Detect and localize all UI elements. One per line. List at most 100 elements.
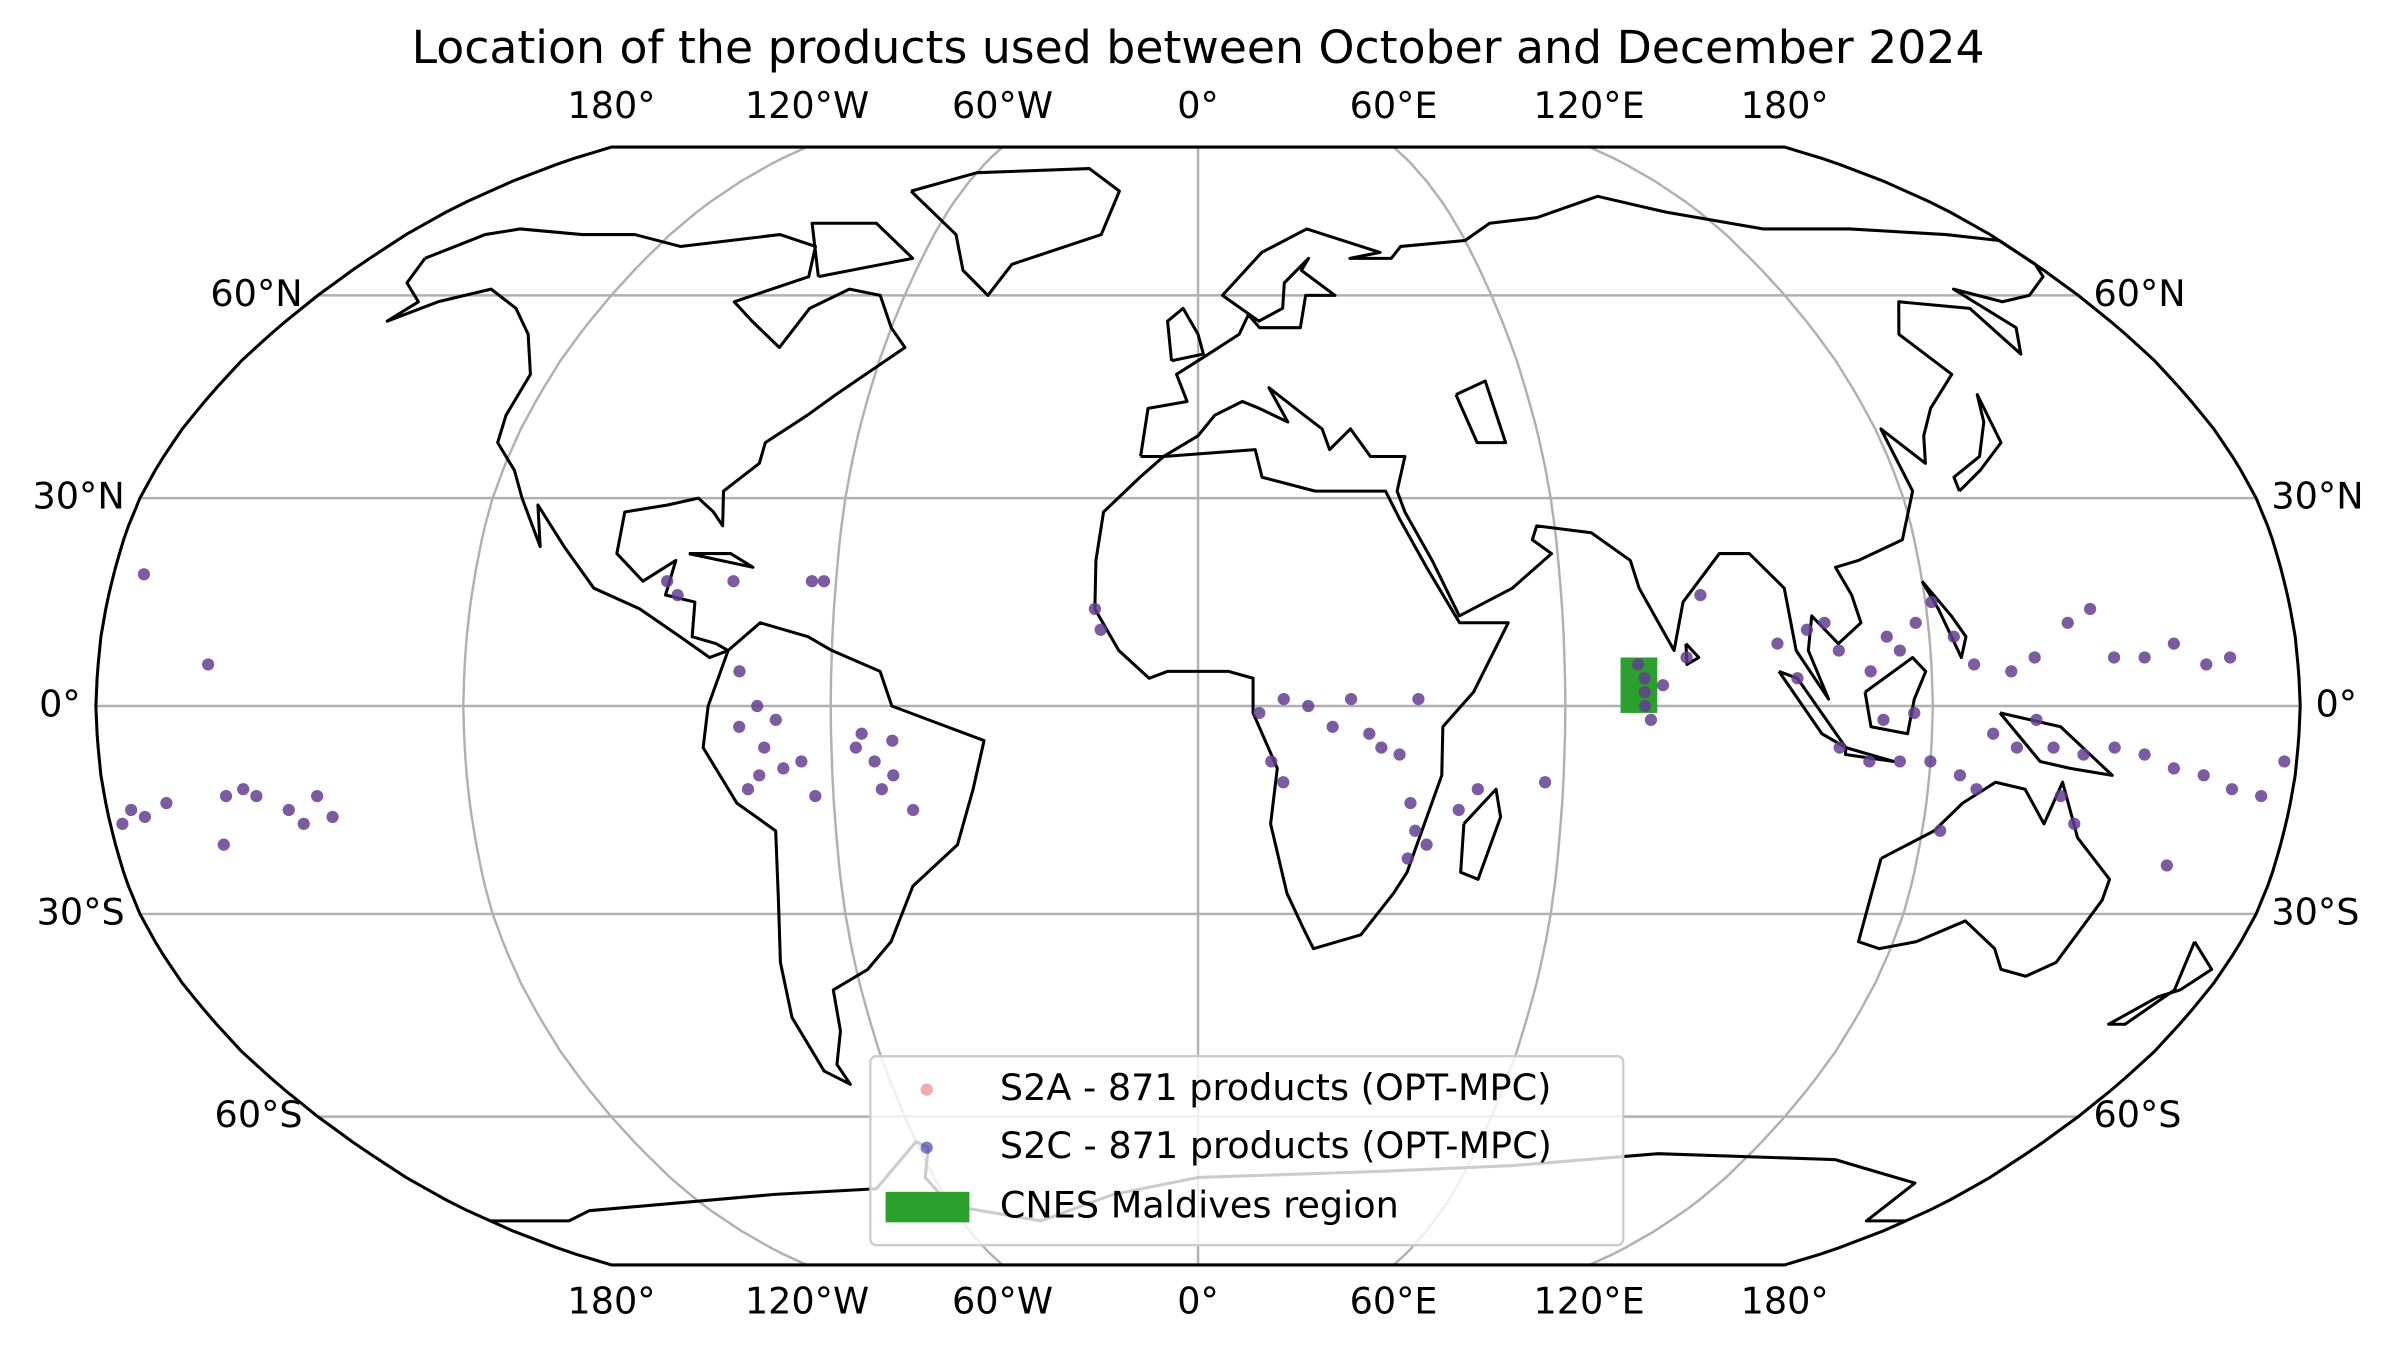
product-point [741,783,755,796]
product-point [2223,651,2237,664]
product-point [2047,741,2060,754]
product-point [2278,755,2291,768]
y-tick-label: 60°S [215,1093,303,1136]
grid-line [461,145,808,1267]
y-tick-label: 30°N [33,475,125,518]
product-point [2108,741,2121,754]
product-point [237,783,250,796]
x-tick-label: 120°E [1533,84,1644,127]
product-point [2225,783,2239,796]
product-point [751,699,764,713]
product-point [1893,644,1906,657]
coastline [2107,940,2214,1026]
product-point [907,803,920,817]
product-point [326,810,339,824]
legend-label: S2C - 871 products (OPT-MPC) [1000,1124,1552,1167]
product-point [671,589,684,602]
legend-label: S2A - 871 products (OPT-MPC) [1000,1066,1552,1109]
product-point [855,727,868,740]
tick-labels: 180° 180° 120°W 120°W 60°W 60°W 0° 0° 60°E 60°E 12… [33,84,2364,1323]
product-point [2061,616,2074,629]
chart-title: Location of the products used between Oc… [412,21,1985,74]
product-point [2167,637,2180,650]
product-point [311,790,324,803]
product-point [137,568,151,581]
product-point [2028,651,2041,664]
product-point [777,762,790,775]
x-tick-label: 180° [1741,1280,1829,1323]
product-point [805,575,819,588]
product-point [1404,796,1417,810]
x-tick-label: 60°E [1350,1280,1438,1323]
product-point [733,665,746,678]
map-outline [94,145,2302,1267]
x-tick-label: 0° [1177,84,1219,127]
product-point [1909,616,1922,629]
product-point [661,575,674,588]
x-tick-label: 0° [1177,1280,1219,1323]
product-point [2160,859,2173,872]
product-point [733,720,746,733]
product-point [1363,727,1376,740]
legend: S2A - 871 products (OPT-MPC) S2C - 871 pr… [869,1055,1625,1247]
product-point [1656,679,1670,692]
product-point [1638,699,1652,713]
x-tick-label: 60°W [952,84,1053,127]
y-tick-label: 60°N [2093,272,2185,315]
product-point [250,790,263,803]
product-point [282,803,295,817]
product-point [1864,665,1877,678]
product-point [2167,762,2180,775]
legend-box [869,1055,1625,1247]
product-point [2054,790,2067,803]
product-point [1694,589,1707,602]
coastline [1863,656,1928,736]
legend-marker [920,1141,933,1154]
product-point [125,803,138,817]
x-tick-label: 180° [567,84,655,127]
product-point [1253,706,1266,720]
product-point [1265,755,1278,768]
coastline [1856,780,2112,978]
coastline [1998,711,2114,777]
product-point [1326,720,1339,733]
product-point [1344,692,1358,706]
product-point [1277,776,1290,789]
product-point [1970,783,1983,796]
product-point [297,817,310,830]
legend-marker [885,1191,970,1223]
y-tick-label: 30°S [37,890,125,933]
product-point [1452,803,1465,817]
coastline [909,167,1121,297]
product-point [1412,692,1425,706]
product-point [2077,748,2090,761]
y-tick-label: 0° [39,683,81,726]
coastline [1166,306,1205,363]
product-point [1094,623,1107,636]
product-point [1771,637,1784,650]
product-point [1934,824,1947,837]
product-point [753,769,766,782]
x-tick-label: 120°W [745,1280,869,1323]
product-point [1818,616,1831,629]
product-point [2255,790,2268,803]
product-point [1277,692,1290,706]
product-point [1631,658,1645,671]
product-point [1420,838,1433,851]
grid-line [1588,145,1935,1267]
x-tick-label: 180° [1741,84,1829,127]
coastlines [94,145,2302,1267]
product-point [1393,748,1406,761]
product-point [2005,665,2018,678]
product-point [1302,699,1315,713]
product-point [1968,658,1981,671]
product-point [795,755,808,768]
product-point [1953,769,1967,782]
x-tick-label: 120°W [745,84,869,127]
product-point [1893,755,1906,768]
product-point [1538,776,1552,789]
product-point [849,741,862,754]
product-point [217,838,230,851]
product-point [1791,672,1804,685]
